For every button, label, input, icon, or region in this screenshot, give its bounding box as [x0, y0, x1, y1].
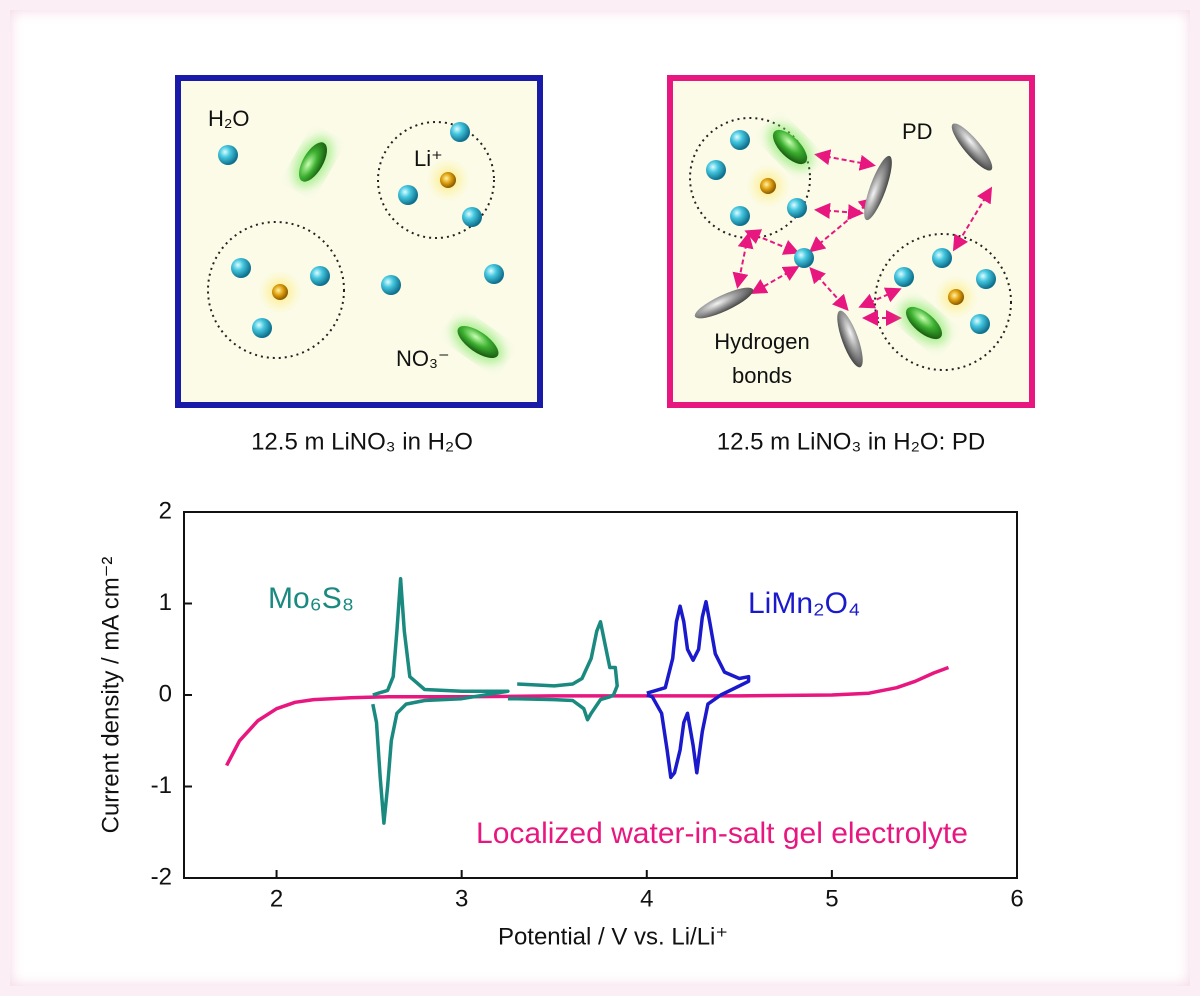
series-line	[225, 665, 950, 767]
y-tick-label: -1	[151, 772, 172, 799]
panel-caption: 12.5 m LiNO₃ in H₂O: PD	[717, 428, 986, 455]
schematic	[175, 75, 1035, 408]
molecule-label: PD	[902, 119, 933, 144]
pd-molecule	[837, 310, 863, 368]
li-ion	[440, 172, 456, 188]
pd-molecule	[864, 155, 892, 221]
water-molecule	[976, 269, 996, 289]
series-label: Localized water-in-salt gel electrolyte	[476, 817, 968, 850]
water-molecule	[730, 130, 750, 150]
water-molecule	[231, 258, 251, 278]
x-axis-label: Potential / V vs. Li/Li⁺	[498, 923, 728, 950]
chart: Potential / V vs. Li/Li⁺ Current density…	[97, 497, 1023, 950]
water-molecule	[706, 160, 726, 180]
water-molecule	[484, 264, 504, 284]
annotation: bonds	[732, 363, 792, 388]
x-tick-label: 4	[640, 885, 653, 912]
water-molecule	[450, 122, 470, 142]
water-molecule	[730, 206, 750, 226]
x-tick-label: 3	[455, 885, 468, 912]
solvation-shell	[377, 121, 495, 239]
water-molecule	[787, 198, 807, 218]
water-molecule	[398, 185, 418, 205]
series-line	[646, 599, 751, 780]
pd-molecule	[951, 123, 993, 171]
water-molecule	[218, 145, 238, 165]
water-molecule	[932, 248, 952, 268]
nitrate	[905, 306, 943, 340]
x-tick-label: 6	[1010, 885, 1023, 912]
x-tick-label: 5	[825, 885, 838, 912]
x-tick-label: 2	[270, 885, 283, 912]
li-ion	[948, 289, 964, 305]
y-axis-label: Current density / mA cm⁻²	[97, 557, 124, 834]
li-ion	[760, 178, 776, 194]
water-molecule	[462, 207, 482, 227]
nitrate	[299, 142, 327, 182]
annotation: Hydrogen	[714, 329, 809, 354]
molecule-label: H₂O	[208, 106, 250, 131]
solvation-shell	[874, 233, 1012, 371]
pd-molecule	[694, 287, 754, 319]
nitrate	[772, 129, 808, 165]
y-tick-label: 0	[159, 680, 172, 707]
water-molecule	[794, 248, 814, 268]
panel-caption: 12.5 m LiNO₃ in H₂O	[251, 428, 473, 455]
water-molecule	[310, 266, 330, 286]
y-tick-label: -2	[151, 863, 172, 890]
li-ion	[272, 284, 288, 300]
molecule-label: Li⁺	[414, 146, 443, 171]
solvation-shell	[689, 117, 811, 239]
water-molecule	[252, 318, 272, 338]
series-label: LiMn₂O₄	[748, 587, 860, 620]
water-molecule	[970, 314, 990, 334]
water-molecule	[381, 275, 401, 295]
water-molecule	[894, 267, 914, 287]
molecule-label: NO₃⁻	[396, 346, 450, 371]
y-tick-label: 1	[159, 589, 172, 616]
series-line	[371, 577, 619, 825]
solvation-shell	[207, 221, 345, 359]
series-label: Mo₆S₈	[268, 582, 354, 615]
y-tick-label: 2	[159, 497, 172, 524]
hydrogen-bonds	[732, 149, 993, 326]
nitrate	[457, 325, 499, 359]
